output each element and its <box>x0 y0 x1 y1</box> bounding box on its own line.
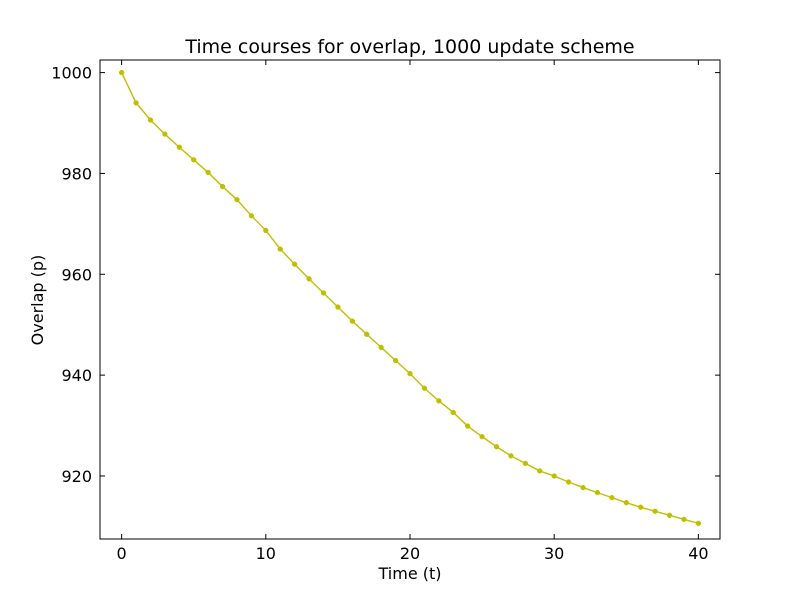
data-point <box>133 100 139 106</box>
data-point <box>580 484 586 491</box>
data-point <box>666 512 673 518</box>
data-point <box>551 473 557 479</box>
data-point <box>147 117 154 123</box>
data-point <box>205 169 211 176</box>
data-point <box>623 500 629 506</box>
data-point <box>479 434 485 440</box>
x-tick-label: 20 <box>400 544 420 563</box>
data-point <box>219 183 226 190</box>
data-point <box>594 489 601 496</box>
y-tick-label: 1000 <box>51 64 92 83</box>
data-point <box>234 197 240 203</box>
x-tick-label: 10 <box>256 544 276 563</box>
data-point <box>407 370 413 377</box>
data-point <box>162 131 168 137</box>
data-point <box>638 504 644 510</box>
data-point <box>450 409 456 416</box>
data-point <box>681 516 687 522</box>
y-axis-label: Overlap (p) <box>28 255 47 346</box>
data-point <box>320 290 327 296</box>
y-axis-ticks: 920 940 960 980 1000 <box>51 64 720 486</box>
data-point <box>176 144 182 150</box>
data-point <box>248 213 255 219</box>
data-point <box>537 468 543 474</box>
y-tick-label: 980 <box>61 164 92 183</box>
data-point <box>465 423 471 429</box>
data-point <box>392 357 399 364</box>
x-axis-ticks: 0 10 20 30 40 <box>117 60 709 563</box>
series-line <box>120 72 699 525</box>
data-point <box>306 276 312 282</box>
y-tick-label: 920 <box>61 467 92 486</box>
data-point <box>191 157 197 163</box>
data-point <box>263 227 269 234</box>
plot-frame <box>99 59 721 540</box>
x-tick-label: 0 <box>117 544 127 563</box>
y-tick-label: 940 <box>61 366 92 385</box>
data-point <box>436 398 442 404</box>
data-point <box>364 331 370 337</box>
chart-title: Time courses for overlap, 1000 update sc… <box>184 36 634 58</box>
x-axis-label: Time (t) <box>378 564 442 583</box>
data-point <box>421 385 428 391</box>
data-point <box>609 495 615 501</box>
data-point <box>378 344 384 351</box>
data-point <box>118 69 125 76</box>
data-point <box>695 520 702 527</box>
data-point <box>652 508 658 514</box>
series-layer <box>118 69 702 527</box>
x-tick-label: 30 <box>544 544 564 563</box>
data-point <box>277 246 283 252</box>
x-tick-label: 40 <box>688 544 708 563</box>
y-tick-label: 960 <box>61 265 92 284</box>
data-point <box>522 460 528 467</box>
data-point <box>292 261 298 267</box>
data-point <box>349 318 355 324</box>
data-point <box>335 304 341 310</box>
data-point <box>508 453 514 459</box>
data-point <box>565 479 572 485</box>
data-point <box>493 444 500 450</box>
